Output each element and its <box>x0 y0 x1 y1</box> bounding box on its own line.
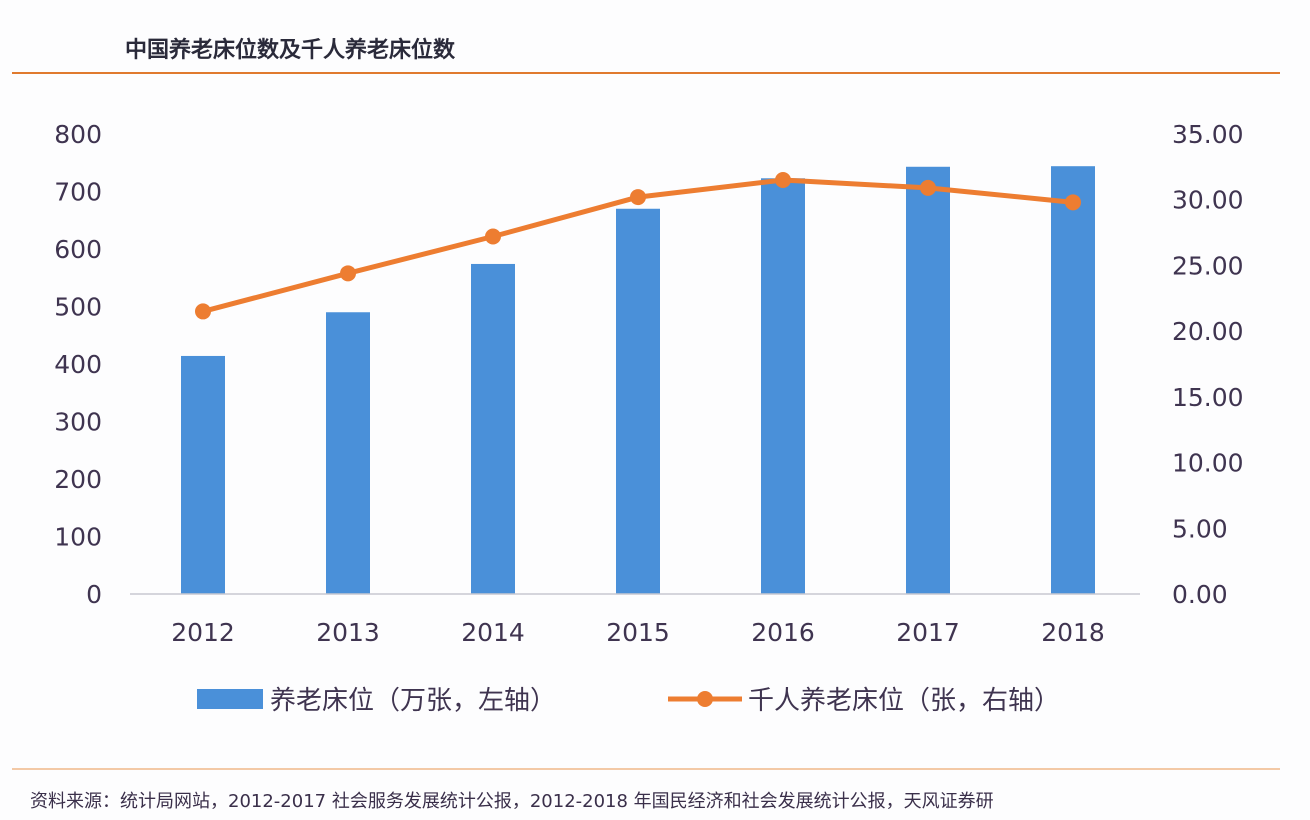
line-point-2014 <box>485 228 501 245</box>
chart-plot: 0 100 200 300 400 500 600 700 800 0.00 5.00 10.00 15… <box>54 120 1244 716</box>
right-tick-label: 5.00 <box>1172 514 1228 543</box>
legend-line-marker <box>697 691 713 707</box>
right-tick-label: 20.00 <box>1172 317 1244 346</box>
bar-2018 <box>1051 166 1095 594</box>
bar-2014 <box>471 263 515 594</box>
x-tick-label: 2014 <box>461 618 525 647</box>
left-tick-label: 200 <box>54 465 102 494</box>
source-note: 资料来源：统计局网站，2012-2017 社会服务发展统计公报，2012-201… <box>30 791 994 812</box>
left-tick-label: 800 <box>54 120 102 149</box>
x-tick-label: 2017 <box>896 618 960 647</box>
left-tick-label: 100 <box>54 523 102 552</box>
left-tick-label: 700 <box>54 178 102 207</box>
right-tick-label: 30.00 <box>1172 186 1244 215</box>
x-tick-label: 2016 <box>751 618 815 647</box>
left-tick-label: 600 <box>54 235 102 264</box>
x-tick-label: 2013 <box>316 618 380 647</box>
right-tick-label: 15.00 <box>1172 383 1244 412</box>
left-tick-label: 0 <box>86 580 102 609</box>
bar-2016 <box>761 178 805 594</box>
title-divider <box>12 72 1280 74</box>
line-point-2015 <box>630 189 646 206</box>
line-point-2013 <box>340 265 356 282</box>
left-tick-label: 500 <box>54 293 102 322</box>
right-tick-label: 25.00 <box>1172 251 1244 280</box>
left-tick-label: 300 <box>54 408 102 437</box>
bar-2015 <box>616 208 660 594</box>
bar-2013 <box>326 312 370 594</box>
chart-title: 中国养老床位数及千人养老床位数 <box>125 38 456 63</box>
bar-2017 <box>906 166 950 594</box>
x-tick-label: 2012 <box>171 618 235 647</box>
x-tick-label: 2015 <box>606 618 670 647</box>
right-tick-label: 35.00 <box>1172 120 1244 149</box>
bar-2012 <box>181 355 225 594</box>
source-divider <box>12 768 1280 770</box>
legend-bar-swatch <box>197 689 263 709</box>
right-tick-label: 10.00 <box>1172 449 1244 478</box>
line-point-2018 <box>1065 194 1081 211</box>
x-tick-label: 2018 <box>1041 618 1105 647</box>
left-tick-label: 400 <box>54 350 102 379</box>
legend-line-label: 千人养老床位（张，右轴） <box>748 686 1060 716</box>
legend-bar-label: 养老床位（万张，左轴） <box>270 686 556 716</box>
line-point-2016 <box>775 172 791 188</box>
line-point-2012 <box>195 303 211 320</box>
line-point-2017 <box>920 179 936 196</box>
right-tick-label: 0.00 <box>1172 580 1228 609</box>
